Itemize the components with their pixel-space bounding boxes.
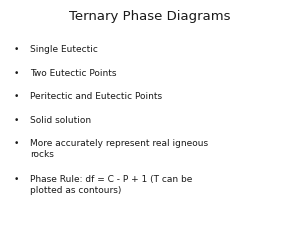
Text: •: • bbox=[14, 116, 19, 125]
Text: •: • bbox=[14, 45, 19, 54]
Text: Peritectic and Eutectic Points: Peritectic and Eutectic Points bbox=[30, 92, 162, 101]
Text: •: • bbox=[14, 92, 19, 101]
Text: More accurately represent real igneous
rocks: More accurately represent real igneous r… bbox=[30, 140, 208, 159]
Text: Solid solution: Solid solution bbox=[30, 116, 91, 125]
Text: •: • bbox=[14, 140, 19, 148]
Text: Two Eutectic Points: Two Eutectic Points bbox=[30, 69, 116, 78]
Text: Single Eutectic: Single Eutectic bbox=[30, 45, 98, 54]
Text: Phase Rule: df = C - P + 1 (T can be
plotted as contours): Phase Rule: df = C - P + 1 (T can be plo… bbox=[30, 176, 192, 195]
Text: Ternary Phase Diagrams: Ternary Phase Diagrams bbox=[69, 10, 231, 23]
Text: •: • bbox=[14, 69, 19, 78]
Text: •: • bbox=[14, 176, 19, 184]
